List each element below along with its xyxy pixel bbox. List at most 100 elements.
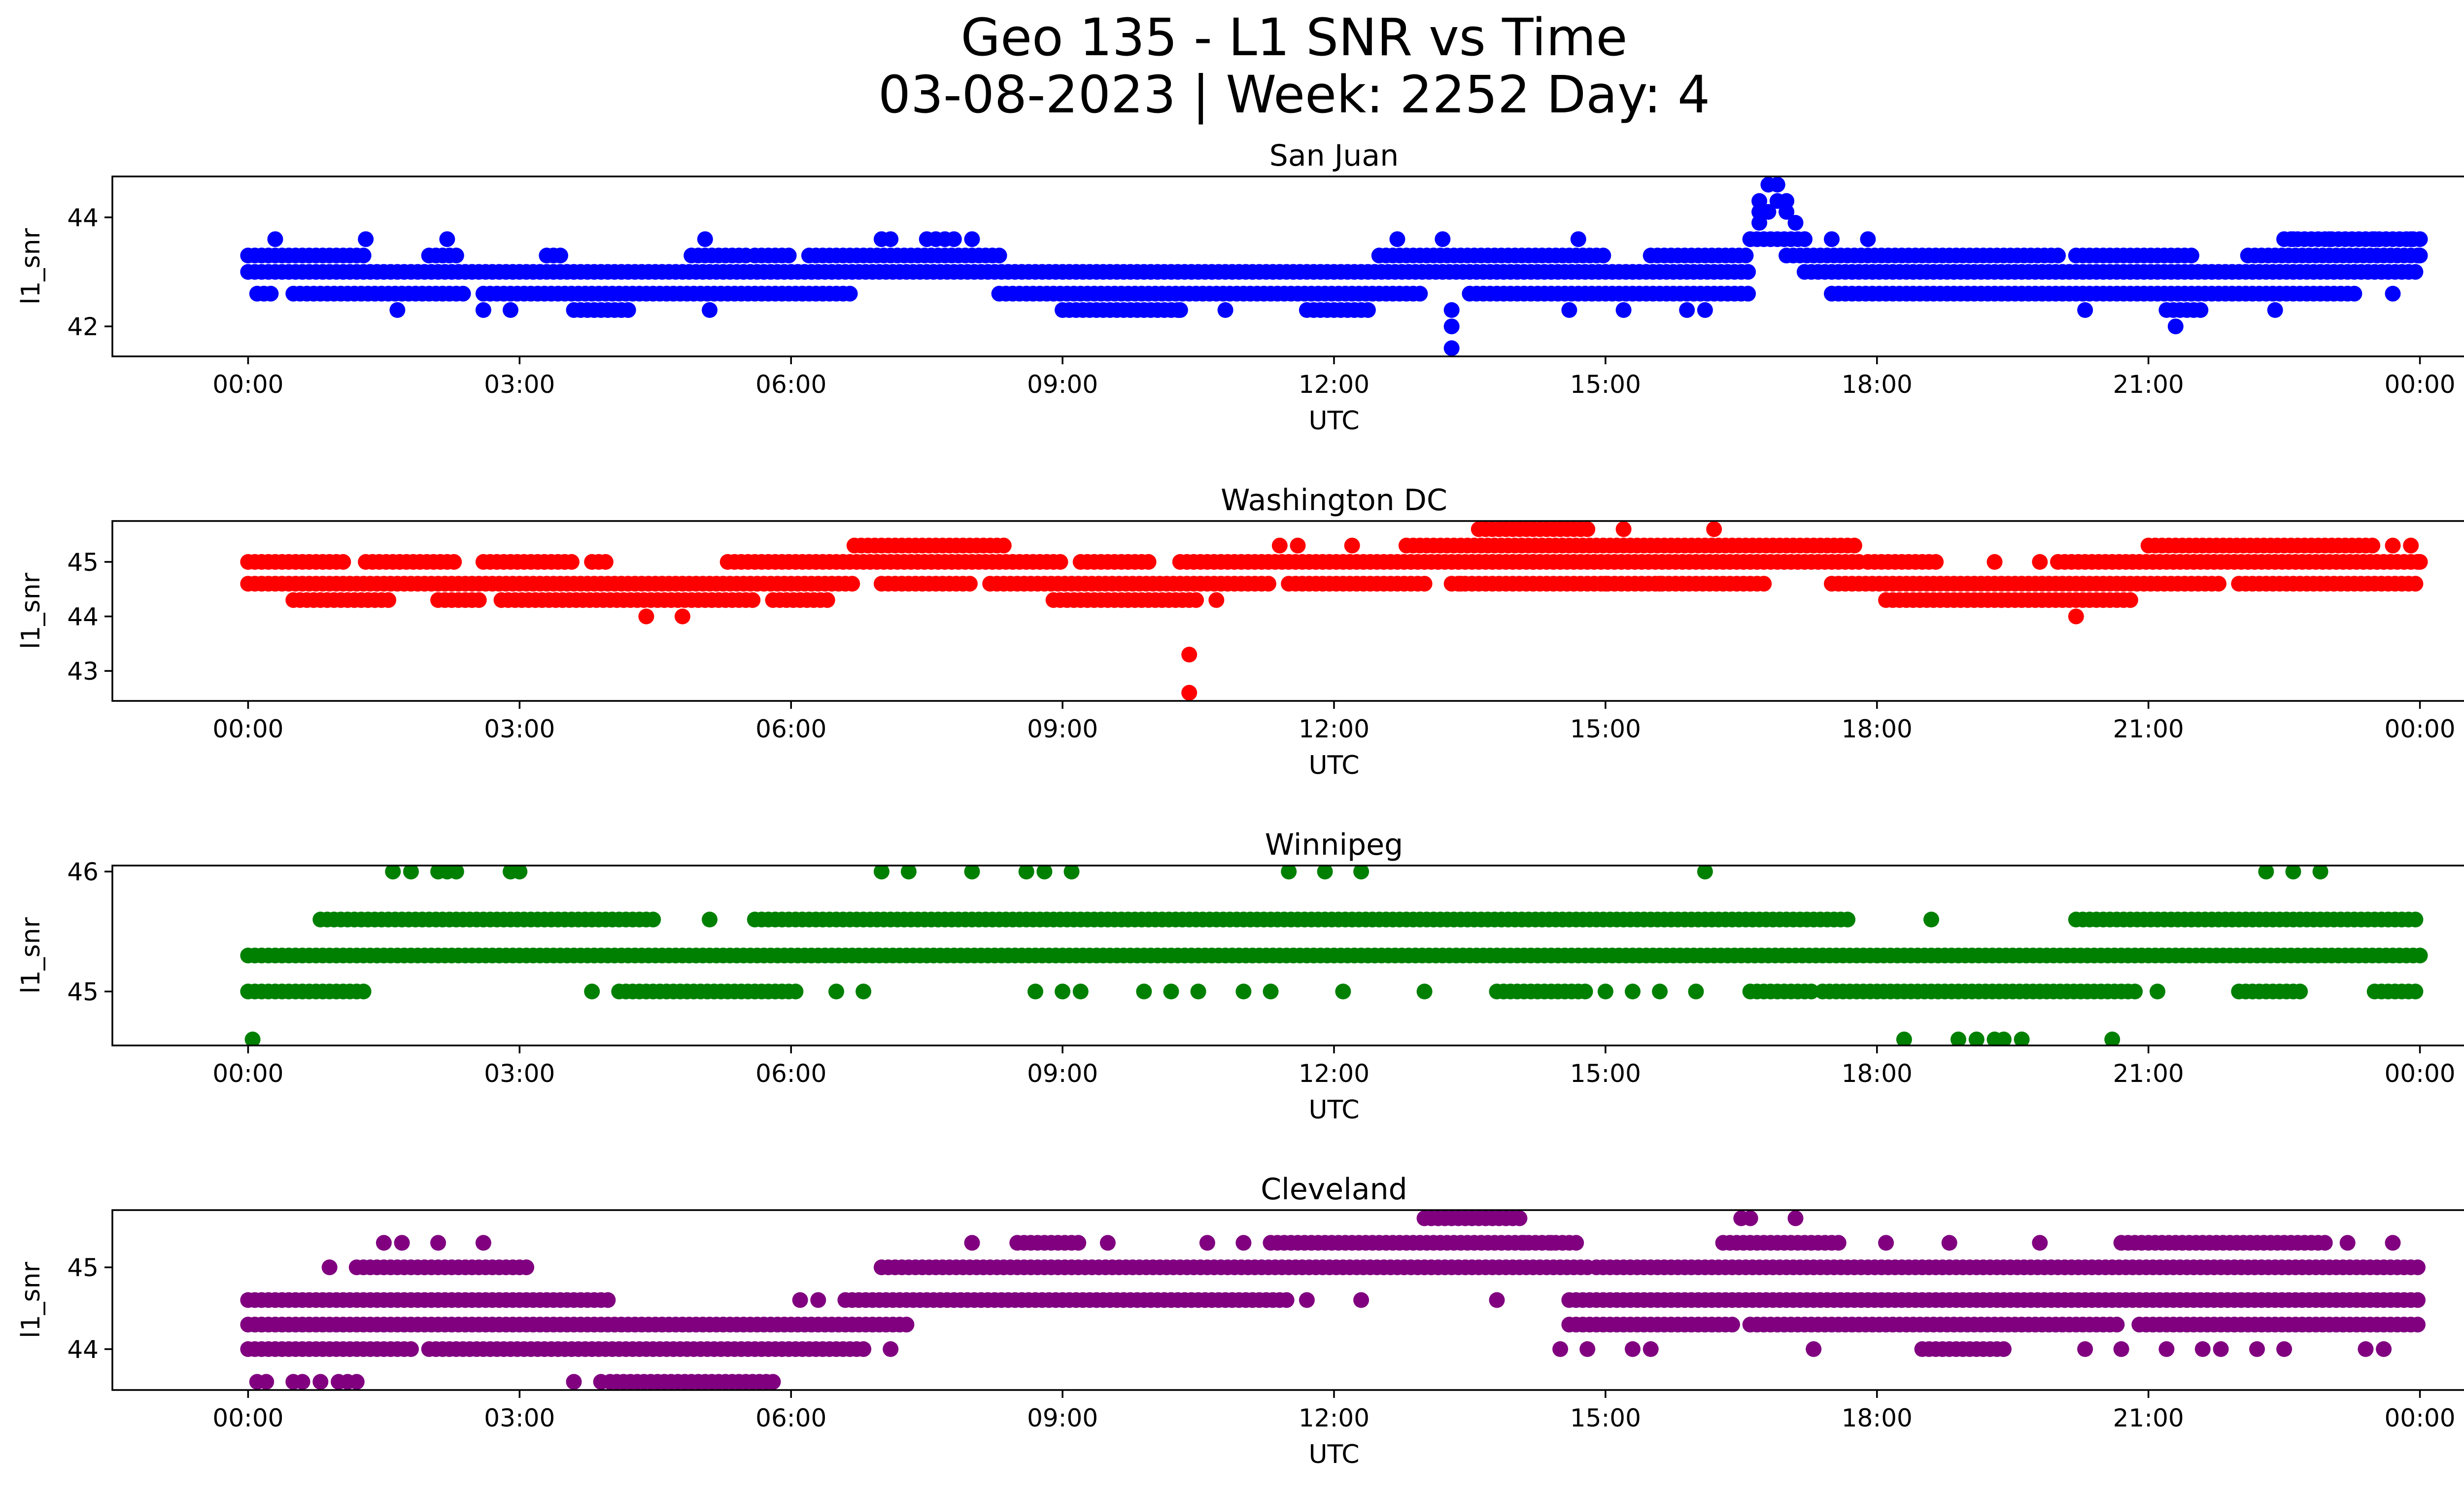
scatter-point xyxy=(312,1374,329,1390)
scatter-point xyxy=(1652,576,1668,592)
scatter-point xyxy=(1840,911,1856,928)
subplot-2: Winnipeg 00:00 03:00 06:00 09:00 12:00 15:00 18… xyxy=(16,828,2464,1125)
x-tick-label: 21:00 xyxy=(2113,370,2184,399)
scatter-point xyxy=(1846,537,1862,554)
scatter-point xyxy=(2317,1235,2333,1251)
scatter-point xyxy=(1435,231,1451,247)
scatter-point xyxy=(1353,1292,1369,1308)
scatter-point xyxy=(1995,1341,2012,1357)
scatter-point xyxy=(1652,983,1668,1000)
y-tick-label: 46 xyxy=(67,858,99,886)
scatter-point xyxy=(1511,1210,1528,1226)
scatter-point xyxy=(566,1374,582,1390)
scatter-point xyxy=(600,1292,616,1308)
scatter-point xyxy=(961,576,978,592)
scatter-point xyxy=(2364,537,2381,554)
scatter-point xyxy=(842,285,858,302)
scatter-point xyxy=(2385,285,2401,302)
scatter-point xyxy=(2385,537,2401,554)
scatter-point xyxy=(1353,866,1369,880)
scatter-point xyxy=(1896,1031,1912,1045)
scatter-point xyxy=(1615,302,1632,318)
subplot-0: San Juan 00:00 03:00 06:00 09:00 12:00 15:00 18… xyxy=(16,139,2464,436)
scatter-point xyxy=(552,247,568,264)
scatter-point xyxy=(2213,1341,2229,1357)
scatter-point xyxy=(2122,592,2138,608)
scatter-point xyxy=(1140,554,1157,570)
scatter-point xyxy=(1299,1292,1315,1308)
scatter-point xyxy=(1968,1031,1985,1045)
scatter-point xyxy=(2158,1341,2175,1357)
scatter-point xyxy=(563,554,580,570)
x-axis-label: UTC xyxy=(1308,1095,1359,1125)
scatter-point xyxy=(2385,1235,2401,1251)
scatter-point xyxy=(2358,1341,2374,1357)
scatter-point xyxy=(1525,554,1541,570)
scatter-point xyxy=(1416,576,1433,592)
scatter-point xyxy=(1055,983,1071,1000)
scatter-point xyxy=(1443,302,1460,318)
scatter-point xyxy=(964,231,980,247)
scatter-point xyxy=(819,592,835,608)
scatter-point xyxy=(1625,983,1641,1000)
y-axis-label: l1_snr xyxy=(16,228,46,305)
scatter-point xyxy=(2192,302,2209,318)
scatter-point xyxy=(446,554,462,570)
x-tick-label: 09:00 xyxy=(1027,715,1098,743)
scatter-point xyxy=(964,866,980,880)
x-tick-label: 18:00 xyxy=(1842,370,1913,399)
scatter-point xyxy=(1018,866,1034,880)
scatter-point xyxy=(1697,302,1713,318)
x-axis-label: UTC xyxy=(1308,406,1359,436)
scatter-point xyxy=(2050,247,2066,264)
x-tick-label: 09:00 xyxy=(1027,1059,1098,1088)
scatter-point xyxy=(1756,576,1772,592)
x-tick-label: 00:00 xyxy=(212,370,283,399)
scatter-point xyxy=(1787,215,1804,231)
scatter-point xyxy=(2267,302,2283,318)
scatter-point xyxy=(1235,983,1252,1000)
scatter-point xyxy=(2403,537,2419,554)
scatter-point xyxy=(2321,231,2337,247)
scatter-point xyxy=(1769,193,1785,209)
y-tick-label: 44 xyxy=(67,1335,99,1364)
scatter-point xyxy=(584,983,600,1000)
scatter-point xyxy=(1779,204,1795,220)
scatter-point xyxy=(1941,1235,1957,1251)
scatter-point xyxy=(2249,1341,2265,1357)
scatter-point xyxy=(1070,1235,1087,1251)
scatter-point xyxy=(1263,983,1279,1000)
scatter-point xyxy=(2412,247,2428,264)
scatter-point xyxy=(475,302,491,318)
subplot-title: Washington DC xyxy=(1221,483,1447,518)
scatter-point xyxy=(1443,318,1460,335)
figure-title-line2: 03-08-2023 | Week: 2252 Day: 4 xyxy=(878,65,1710,125)
scatter-point xyxy=(1063,866,1080,880)
scatter-point xyxy=(620,302,636,318)
scatter-point xyxy=(1724,1317,1740,1333)
scatter-point xyxy=(380,592,397,608)
scatter-point xyxy=(1317,866,1333,880)
x-tick-label: 12:00 xyxy=(1299,1059,1369,1088)
scatter-point xyxy=(1643,1341,1659,1357)
x-tick-label: 09:00 xyxy=(1027,1404,1098,1432)
scatter-point xyxy=(1036,866,1053,880)
scatter-point xyxy=(385,866,401,880)
x-tick-label: 12:00 xyxy=(1299,370,1369,399)
scatter-point xyxy=(1928,554,1944,570)
scatter-point xyxy=(1697,866,1713,880)
scatter-point xyxy=(348,1374,365,1390)
scatter-point xyxy=(1217,302,1233,318)
scatter-point xyxy=(702,302,718,318)
x-tick-label: 00:00 xyxy=(2385,1059,2456,1088)
scatter-point xyxy=(1740,264,1756,280)
x-tick-label: 06:00 xyxy=(755,370,826,399)
scatter-point xyxy=(2276,1341,2293,1357)
subplot-3: Cleveland 00:00 03:00 06:00 09:00 12:00 15:00 1… xyxy=(16,1172,2464,1469)
x-tick-label: 15:00 xyxy=(1570,1059,1641,1088)
x-tick-label: 03:00 xyxy=(484,1059,555,1088)
scatter-point xyxy=(1260,576,1276,592)
axes-frame xyxy=(111,520,2464,702)
scatter-point xyxy=(1208,592,1225,608)
scatter-point xyxy=(898,1317,915,1333)
